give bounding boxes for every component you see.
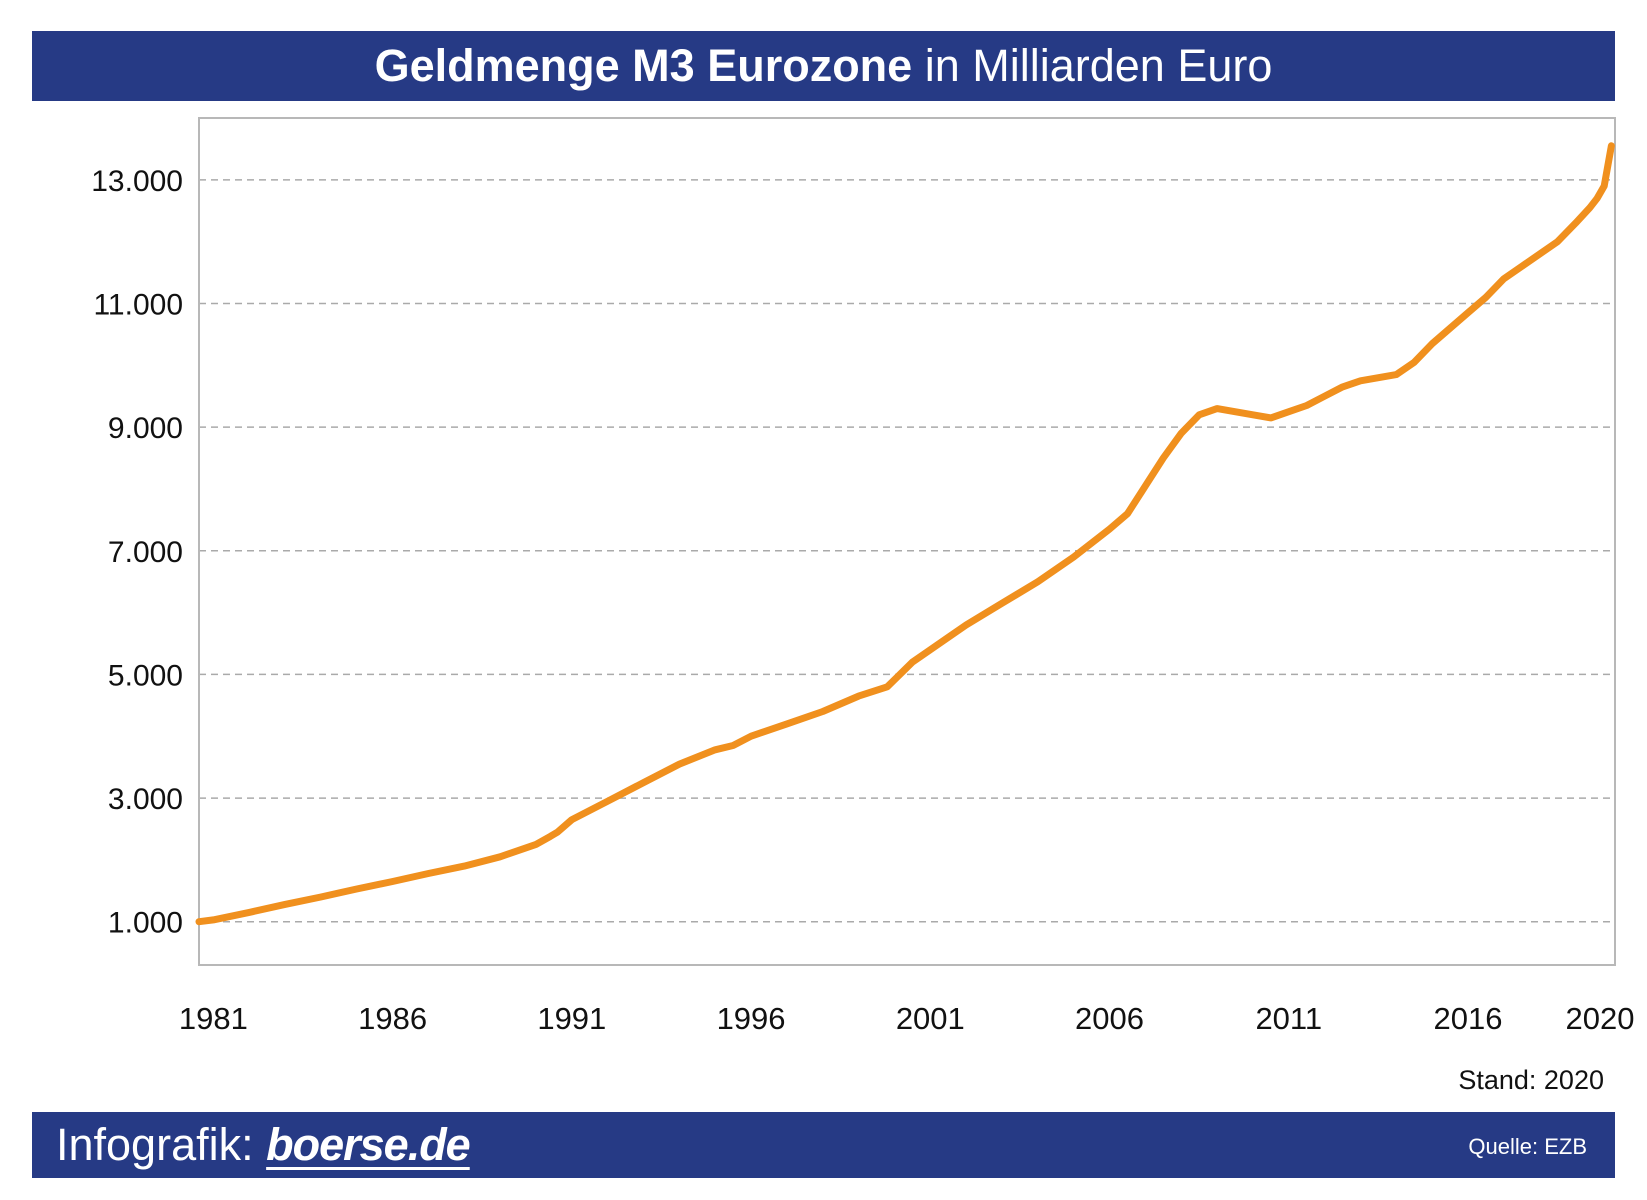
infografik-label: Infografik:: [56, 1119, 254, 1170]
y-tick-label: 13.000: [91, 165, 183, 198]
x-tick-label: 1996: [717, 1001, 786, 1036]
brand-logo: boerse.de: [266, 1119, 471, 1170]
x-tick-label: 1986: [358, 1001, 427, 1036]
plot-frame: [198, 117, 1616, 966]
y-tick-label: 7.000: [108, 536, 183, 569]
x-tick-label: 2020: [1566, 1001, 1635, 1036]
y-axis-ticks: 1.000 3.000 5.000 7.000 9.000 11.000 13.000: [91, 165, 183, 940]
y-tick-label: 3.000: [108, 783, 183, 816]
footer-credit: Infografik: boerse.de: [56, 1118, 471, 1172]
footer-bar: Infografik: boerse.de Quelle: EZB: [32, 1112, 1615, 1178]
y-tick-label: 11.000: [93, 288, 183, 321]
x-tick-label: 2006: [1075, 1001, 1144, 1036]
chart-title-regular: in Milliarden Euro: [924, 40, 1273, 91]
x-tick-label: 2016: [1434, 1001, 1503, 1036]
title-bar: Geldmenge M3 Eurozone in Milliarden Euro: [32, 31, 1615, 101]
y-tick-label: 5.000: [108, 659, 183, 692]
chart-title-bold: Geldmenge M3 Eurozone: [374, 40, 913, 91]
source-label: Quelle: EZB: [1468, 1134, 1587, 1159]
x-tick-label: 2001: [896, 1001, 965, 1036]
x-tick-label: 1991: [537, 1001, 606, 1036]
y-tick-label: 1.000: [108, 907, 183, 940]
y-tick-label: 9.000: [108, 412, 183, 445]
x-axis-ticks: 1981 1986 1991 1996 2001 2006 2011 2016 2020: [179, 1001, 1635, 1036]
chart-title: Geldmenge M3 Eurozone in Milliarden Euro: [375, 40, 1273, 91]
series-layer: [195, 142, 1615, 926]
x-tick-label: 2011: [1255, 1001, 1322, 1036]
x-tick-label: 1981: [179, 1001, 248, 1036]
stand-label: Stand: 2020: [1458, 1065, 1604, 1095]
series-line-m3: [195, 142, 1615, 926]
grid-lines: [199, 179, 1615, 923]
